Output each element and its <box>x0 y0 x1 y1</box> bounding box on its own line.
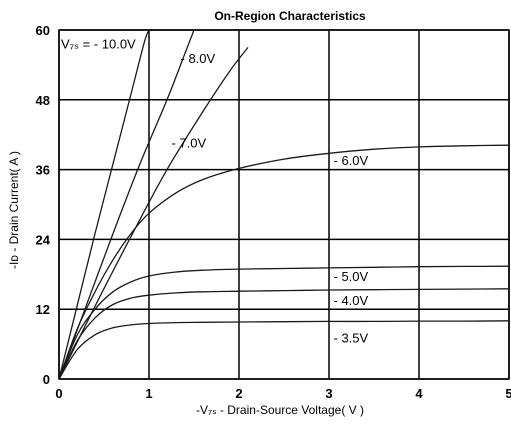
x-tick-label-1: 1 <box>145 386 152 401</box>
curves <box>58 29 510 380</box>
series-label-6: - 3.5V <box>334 330 369 345</box>
series-label-0: V₇ₛ = - 10.0V <box>61 37 136 52</box>
x-tick-label-0: 0 <box>55 386 62 401</box>
curve-series-4 <box>58 265 510 380</box>
y-tick-label-5: 60 <box>36 23 50 38</box>
x-axis-label: -V₇ₛ - Drain-Source Voltage( V ) <box>196 403 364 417</box>
series-label-4: - 5.0V <box>334 269 369 284</box>
series-label-2: - 7.0V <box>172 135 207 150</box>
x-tick-label-2: 2 <box>235 386 242 401</box>
x-tick-label-4: 4 <box>415 386 423 401</box>
grid <box>58 29 510 380</box>
y-tick-labels: 0 12 24 36 48 60 <box>36 23 51 387</box>
curve-series-5 <box>58 288 510 380</box>
curve-series-0 <box>58 29 150 380</box>
x-tick-label-3: 3 <box>325 386 332 401</box>
y-tick-label-1: 12 <box>36 302 50 317</box>
series-label-1: - 8.0V <box>181 51 216 66</box>
curve-series-1 <box>58 29 195 380</box>
y-tick-label-2: 24 <box>36 232 51 247</box>
series-label-5: - 4.0V <box>334 293 369 308</box>
plot-frame <box>58 29 510 380</box>
curve-series-6 <box>58 320 510 380</box>
chart-title: On-Region Characteristics <box>214 9 366 23</box>
y-axis-label: -Iᴅ - Drain Current( A ) <box>7 151 21 269</box>
y-tick-label-0: 0 <box>43 372 50 387</box>
curve-series-3 <box>58 144 510 380</box>
y-tick-label-3: 36 <box>36 163 50 178</box>
y-tick-label-4: 48 <box>36 93 50 108</box>
series-labels: V₇ₛ = - 10.0V - 8.0V - 7.0V - 6.0V - 5.0V - 4… <box>61 37 369 346</box>
x-tick-label-5: 5 <box>505 386 511 401</box>
series-label-3: - 6.0V <box>334 153 369 168</box>
x-tick-labels: 0 1 2 3 4 5 <box>55 386 511 401</box>
curve-series-2 <box>58 47 249 380</box>
